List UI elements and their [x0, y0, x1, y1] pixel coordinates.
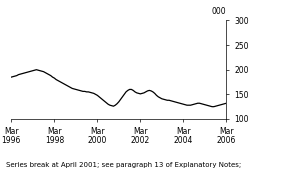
- Text: Series break at April 2001; see paragraph 13 of Explanatory Notes;: Series break at April 2001; see paragrap…: [6, 162, 241, 168]
- Text: 000: 000: [212, 7, 226, 16]
